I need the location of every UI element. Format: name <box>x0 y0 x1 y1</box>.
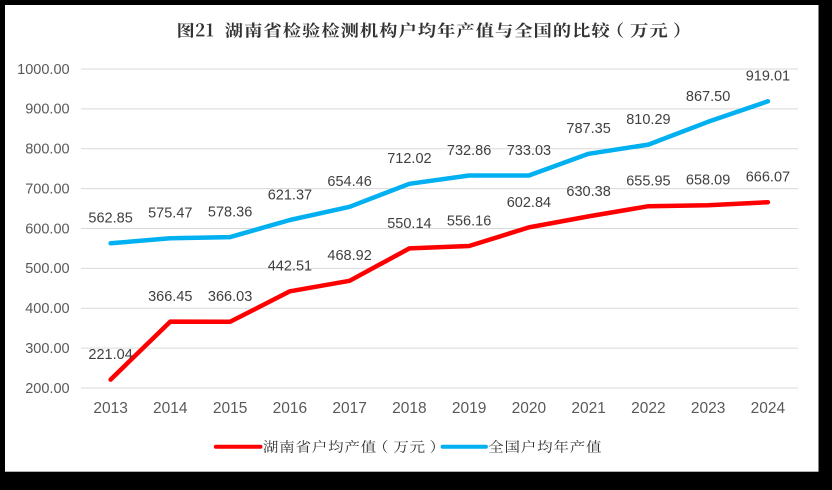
svg-text:800.00: 800.00 <box>25 142 69 158</box>
svg-text:1000.00: 1000.00 <box>17 62 69 78</box>
svg-text:400.00: 400.00 <box>25 301 69 317</box>
svg-text:468.92: 468.92 <box>327 248 371 264</box>
svg-text:200.00: 200.00 <box>25 381 69 397</box>
svg-text:733.03: 733.03 <box>507 143 551 159</box>
svg-text:366.45: 366.45 <box>148 289 192 305</box>
svg-text:2014: 2014 <box>153 400 188 417</box>
svg-text:666.07: 666.07 <box>746 170 790 186</box>
svg-text:2020: 2020 <box>512 400 547 417</box>
svg-text:600.00: 600.00 <box>25 221 69 237</box>
svg-text:300.00: 300.00 <box>25 341 69 357</box>
svg-text:562.85: 562.85 <box>88 211 132 227</box>
svg-text:442.51: 442.51 <box>268 259 312 275</box>
svg-text:2013: 2013 <box>93 400 127 417</box>
svg-text:578.36: 578.36 <box>208 205 252 221</box>
svg-text:366.03: 366.03 <box>208 289 252 305</box>
svg-text:2017: 2017 <box>332 400 366 417</box>
svg-text:630.38: 630.38 <box>566 184 610 200</box>
svg-text:919.01: 919.01 <box>746 69 790 85</box>
svg-text:500.00: 500.00 <box>25 261 69 277</box>
svg-text:602.84: 602.84 <box>507 195 551 211</box>
svg-text:621.37: 621.37 <box>268 187 312 203</box>
svg-text:900.00: 900.00 <box>25 102 69 118</box>
svg-text:2022: 2022 <box>631 400 665 417</box>
svg-text:867.50: 867.50 <box>686 89 730 105</box>
svg-text:2015: 2015 <box>213 400 247 417</box>
svg-text:810.29: 810.29 <box>626 112 670 128</box>
svg-text:700.00: 700.00 <box>25 181 69 197</box>
svg-text:556.16: 556.16 <box>447 213 491 229</box>
svg-text:732.86: 732.86 <box>447 143 491 159</box>
svg-text:2019: 2019 <box>452 400 486 417</box>
svg-text:2016: 2016 <box>273 400 307 417</box>
svg-text:575.47: 575.47 <box>148 206 192 222</box>
svg-text:787.35: 787.35 <box>566 121 610 137</box>
svg-text:2018: 2018 <box>392 400 426 417</box>
svg-text:550.14: 550.14 <box>387 216 431 232</box>
svg-text:2021: 2021 <box>571 400 605 417</box>
svg-text:658.09: 658.09 <box>686 173 730 189</box>
svg-text:655.95: 655.95 <box>626 174 670 190</box>
svg-text:221.04: 221.04 <box>88 347 132 363</box>
svg-text:712.02: 712.02 <box>387 151 431 167</box>
svg-text:2024: 2024 <box>751 400 786 417</box>
svg-text:654.46: 654.46 <box>327 174 371 190</box>
svg-text:2023: 2023 <box>691 400 725 417</box>
